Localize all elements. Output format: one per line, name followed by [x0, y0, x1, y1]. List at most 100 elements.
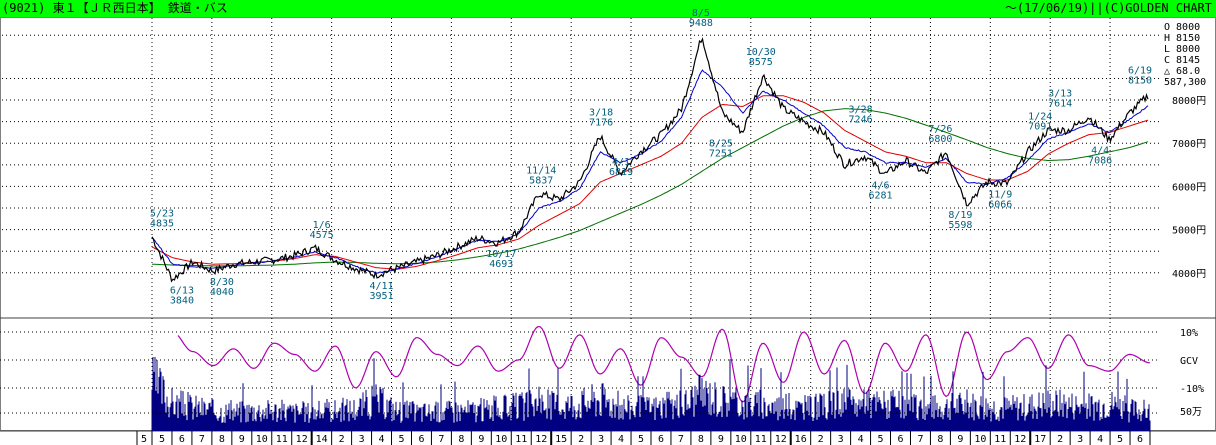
month-label: 3 — [359, 434, 365, 445]
month-label: 9 — [478, 434, 484, 445]
month-label: 10 — [974, 434, 986, 445]
ma-short-line — [151, 69, 1149, 274]
price-tick-label: 7000円 — [1172, 139, 1206, 150]
annotation-value: 7251 — [709, 148, 733, 159]
annotation-date: 3/13 — [1048, 89, 1072, 100]
month-label: 16 — [795, 434, 807, 445]
month-label: 12 — [296, 434, 308, 445]
ohlc-line: 587,300 — [1164, 77, 1206, 88]
month-label: 4 — [379, 434, 385, 445]
month-label: 6 — [418, 434, 424, 445]
chart-header: (9021) 東１【ＪＲ西日本】 鉄道・バス ～(17/06/19)||(C)G… — [0, 0, 1216, 17]
month-label: 9 — [239, 434, 245, 445]
month-label: 8 — [458, 434, 464, 445]
month-label: 5 — [1117, 434, 1123, 445]
month-label: 7 — [438, 434, 444, 445]
month-label: 12 — [775, 434, 787, 445]
ohlc-line: △ 68.0 — [1164, 66, 1200, 77]
month-label: 4 — [618, 434, 624, 445]
ohlc-line: L 8000 — [1164, 44, 1200, 55]
month-label: 9 — [718, 434, 724, 445]
month-label: 5 — [878, 434, 884, 445]
annotation-date: 4/6 — [872, 180, 890, 191]
month-label: 3 — [598, 434, 604, 445]
annotation-date: 8/25 — [709, 138, 733, 149]
annotation-date: 3/28 — [849, 105, 873, 116]
annotation-date: 10/17 — [486, 249, 516, 260]
month-label: 5 — [638, 434, 644, 445]
annotation-value: 3840 — [170, 296, 194, 307]
annotation-value: 7086 — [1088, 156, 1112, 167]
annotation-date: 3/18 — [589, 108, 613, 119]
annotation-date: 1/6 — [313, 220, 331, 231]
annotation-value: 3951 — [369, 291, 393, 302]
month-label: 2 — [818, 434, 824, 445]
price-tick-label: 6000円 — [1172, 182, 1206, 193]
price-tick-label: 4000円 — [1172, 269, 1206, 280]
annotation-value: 5837 — [529, 175, 553, 186]
annotation-value: 9488 — [689, 18, 713, 29]
price-tick-label: 8000円 — [1172, 96, 1206, 107]
month-label: 8 — [937, 434, 943, 445]
gcv-tick-label: 10% — [1180, 328, 1198, 339]
month-label: 11 — [515, 434, 527, 445]
gcv-tick-label: -10% — [1180, 384, 1204, 395]
month-label: 11 — [755, 434, 767, 445]
month-label: 7 — [199, 434, 205, 445]
month-label: 3 — [838, 434, 844, 445]
gcv-tick-label: GCV — [1180, 356, 1198, 367]
month-label: 15 — [555, 434, 567, 445]
month-label: 6 — [179, 434, 185, 445]
annotation-value: 8575 — [749, 57, 773, 68]
annotation-value: 4040 — [210, 287, 234, 298]
month-label: 6 — [897, 434, 903, 445]
month-label: 6 — [1137, 434, 1143, 445]
annotation-value: 7246 — [849, 115, 873, 126]
month-label: 4 — [858, 434, 864, 445]
price-line — [151, 37, 1149, 283]
ma-long-line — [152, 108, 1149, 267]
month-label: 5 — [159, 434, 165, 445]
annotation-date: 4/1 — [612, 157, 630, 168]
annotation-date: 1/24 — [1028, 111, 1052, 122]
plot-frame — [0, 17, 1216, 431]
month-label: 4 — [1097, 434, 1103, 445]
annotation-date: 8/5 — [692, 8, 710, 19]
month-label: 17 — [1034, 434, 1046, 445]
annotation-value: 5598 — [948, 220, 972, 231]
annotation-date: 5/23 — [150, 209, 174, 220]
annotation-value: 7091 — [1028, 121, 1052, 132]
ohlc-line: O 8000 — [1164, 22, 1200, 33]
annotation-value: 4693 — [489, 259, 513, 270]
month-label: 6 — [658, 434, 664, 445]
annotation-value: 4575 — [310, 230, 334, 241]
annotation-value: 6281 — [868, 190, 892, 201]
volume-tick-label: 50万 — [1180, 407, 1202, 418]
annotation-value: 6800 — [928, 134, 952, 145]
month-label: 10 — [735, 434, 747, 445]
annotation-date: 10/30 — [746, 47, 776, 58]
month-label: 10 — [256, 434, 268, 445]
ma-mid-line — [151, 95, 1149, 270]
annotation-date: 11/9 — [988, 190, 1012, 201]
month-label: 8 — [698, 434, 704, 445]
annotation-date: 6/19 — [1128, 66, 1152, 77]
chart-date-copyright: ～(17/06/19)||(C)GOLDEN CHART — [1004, 1, 1212, 15]
stock-title: (9021) 東１【ＪＲ西日本】 鉄道・バス — [2, 1, 228, 15]
annotation-date: 6/13 — [170, 286, 194, 297]
month-label: 10 — [495, 434, 507, 445]
month-label: 11 — [276, 434, 288, 445]
annotation-value: 4835 — [150, 219, 174, 230]
month-label: 3 — [1077, 434, 1083, 445]
month-label: 2 — [578, 434, 584, 445]
month-label: 5 — [398, 434, 404, 445]
annotation-value: 8150 — [1128, 76, 1152, 87]
annotation-date: 4/4 — [1091, 146, 1109, 157]
month-label: 2 — [1057, 434, 1063, 445]
annotation-date: 8/19 — [948, 210, 972, 221]
month-label: 7 — [917, 434, 923, 445]
month-label: 12 — [1014, 434, 1026, 445]
ohlc-line: H 8150 — [1164, 33, 1200, 44]
gcv-line — [177, 325, 1151, 403]
